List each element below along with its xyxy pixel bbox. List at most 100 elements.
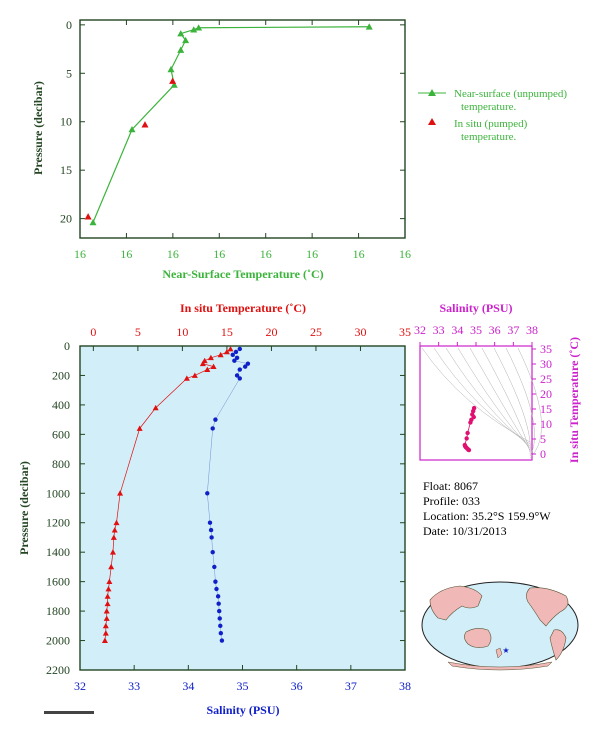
near-surface-y-tick-label: 5 bbox=[66, 66, 72, 80]
profile-y-tick-label: 1800 bbox=[46, 604, 70, 618]
profile-temp-tick-label: 0 bbox=[90, 325, 96, 339]
temperature-profile-point bbox=[105, 586, 112, 592]
profile-temp-tick-label: 15 bbox=[221, 325, 233, 339]
profile-bottom-x-label: Salinity (PSU) bbox=[206, 703, 279, 717]
footer-stamp bbox=[44, 711, 94, 714]
legend-unpumped-label-1: Near-surface (unpumped) bbox=[454, 88, 567, 100]
profile-sal-tick-label: 38 bbox=[399, 679, 411, 693]
temperature-profile-point bbox=[136, 425, 143, 431]
info-location: Location: 35.2°S 159.9°W bbox=[423, 509, 551, 523]
ts-point bbox=[465, 430, 470, 436]
temperature-profile-point bbox=[227, 345, 234, 352]
ts-point bbox=[468, 420, 473, 425]
profile-y-tick-label: 1200 bbox=[46, 516, 70, 530]
ts-density-contour bbox=[517, 347, 542, 459]
near-surface-panel: 0 5 10 15 20 16 16 16 16 16 16 16 16 Near-Surface T… bbox=[31, 18, 567, 281]
ts-density-contour bbox=[445, 347, 531, 447]
salinity-profile-point bbox=[210, 426, 215, 431]
profile-panel: 0200400600800100012001400160018002000220… bbox=[17, 301, 411, 717]
temperature-profile-point bbox=[103, 615, 110, 621]
salinity-profile-point bbox=[214, 586, 219, 592]
salinity-profile-point bbox=[218, 623, 223, 629]
legend-unpumped-label-2: temperature. bbox=[461, 101, 517, 113]
profile-y-tick-label: 1000 bbox=[46, 486, 70, 500]
profile-y-tick-label: 2200 bbox=[46, 663, 70, 677]
unpumped-temperature-point bbox=[167, 65, 175, 73]
near-surface-y-axis: 0 5 10 15 20 bbox=[60, 18, 405, 226]
map-new-zealand bbox=[495, 647, 503, 659]
map-australia bbox=[464, 628, 492, 648]
ts-density-contour bbox=[481, 347, 531, 453]
pumped-temperature-point bbox=[141, 121, 149, 128]
salinity-profile-point bbox=[209, 535, 214, 540]
temperature-profile-point bbox=[102, 630, 109, 636]
temperature-profile-point bbox=[117, 490, 124, 496]
salinity-profile-point bbox=[216, 601, 221, 606]
salinity-profile-point bbox=[243, 364, 248, 369]
ts-x-label: Salinity (PSU) bbox=[439, 301, 512, 315]
near-surface-series bbox=[84, 23, 373, 226]
near-surface-plot-frame bbox=[79, 19, 406, 239]
near-surface-x-axis: 16 16 16 16 16 16 16 16 bbox=[74, 20, 411, 261]
salinity-profile-point bbox=[237, 376, 242, 381]
info-float: Float: 8067 bbox=[423, 479, 478, 493]
pumped-temperature-point bbox=[84, 213, 92, 220]
pumped-temperature-point bbox=[169, 77, 177, 84]
ts-density-contour bbox=[469, 347, 531, 451]
temperature-profile-point bbox=[191, 372, 198, 378]
temperature-profile-point bbox=[110, 534, 117, 540]
profile-sal-tick-label: 35 bbox=[237, 679, 249, 693]
temperature-profile-point bbox=[183, 375, 190, 381]
temperature-profile-point bbox=[104, 600, 111, 607]
ts-sal-tick-label: 36 bbox=[489, 323, 501, 337]
legend-pumped-label-1: In situ (pumped) bbox=[454, 118, 528, 130]
temperature-profile-point bbox=[101, 637, 108, 643]
near-surface-x-tick-label: 16 bbox=[167, 247, 179, 261]
ts-temp-tick-label: 30 bbox=[540, 357, 552, 371]
profile-y-tick-label: 600 bbox=[52, 427, 70, 441]
temperature-profile-point bbox=[108, 563, 115, 570]
salinity-profile-point bbox=[215, 594, 221, 599]
ts-point bbox=[471, 408, 476, 414]
salinity-profile-point bbox=[233, 349, 239, 355]
salinity-profile-point bbox=[212, 564, 217, 570]
unpumped-temperature-point bbox=[177, 46, 185, 53]
profile-temp-tick-label: 5 bbox=[135, 325, 141, 339]
ts-series bbox=[462, 405, 477, 453]
legend-pumped-label-2: temperature. bbox=[461, 131, 517, 143]
float-location-marker: ★ bbox=[502, 646, 509, 655]
info-date: Date: 10/31/2013 bbox=[423, 524, 507, 538]
salinity-profile-point bbox=[213, 417, 218, 422]
ts-sal-tick-label: 34 bbox=[451, 323, 463, 337]
near-surface-x-tick-label: 16 bbox=[353, 247, 365, 261]
salinity-profile-point bbox=[230, 352, 235, 358]
ts-point bbox=[466, 447, 472, 453]
salinity-profile-point bbox=[207, 520, 213, 525]
salinity-profile-point bbox=[210, 549, 215, 555]
profile-plot-frame bbox=[79, 345, 406, 671]
temperature-profile-point bbox=[109, 549, 116, 555]
ts-temp-tick-label: 10 bbox=[540, 417, 552, 431]
temperature-profile-point bbox=[217, 351, 224, 358]
ts-sal-tick-label: 38 bbox=[526, 323, 538, 337]
profile-series bbox=[101, 345, 251, 643]
profile-temp-tick-label: 35 bbox=[399, 325, 411, 339]
temperature-profile-point bbox=[207, 354, 214, 361]
unpumped-temperature-point bbox=[170, 81, 178, 88]
profile-axes: 0200400600800100012001400160018002000220… bbox=[46, 325, 411, 693]
salinity-profile-point bbox=[219, 638, 225, 643]
ts-sal-tick-label: 37 bbox=[507, 323, 519, 337]
near-surface-x-label: Near-Surface Temperature (˚C) bbox=[162, 267, 323, 281]
legend-unpumped-marker bbox=[428, 89, 436, 96]
salinity-profile-point bbox=[234, 373, 240, 378]
map-south-america bbox=[549, 629, 567, 661]
temperature-profile-point bbox=[106, 578, 113, 585]
temperature-profile-point bbox=[223, 348, 230, 355]
ts-sal-tick-label: 32 bbox=[414, 323, 426, 337]
temperature-profile-point bbox=[102, 622, 109, 629]
legend-pumped-marker bbox=[428, 118, 436, 125]
profile-temp-tick-label: 10 bbox=[176, 325, 188, 339]
near-surface-x-tick-label: 16 bbox=[260, 247, 272, 261]
profile-sal-tick-label: 37 bbox=[345, 679, 357, 693]
